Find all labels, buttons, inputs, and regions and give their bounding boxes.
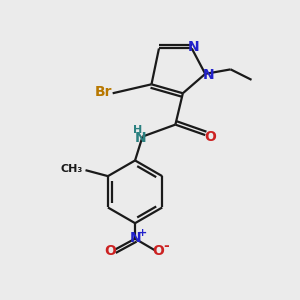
Text: -: - [163,238,169,253]
Text: CH₃: CH₃ [60,164,82,174]
Text: O: O [204,130,216,144]
Text: Br: Br [94,85,112,99]
Text: O: O [105,244,116,258]
Text: N: N [188,40,199,54]
Text: N: N [134,131,146,145]
Text: N: N [129,231,141,245]
Text: O: O [152,244,164,258]
Text: H: H [133,125,142,135]
Text: N: N [203,68,214,82]
Text: +: + [138,228,147,238]
